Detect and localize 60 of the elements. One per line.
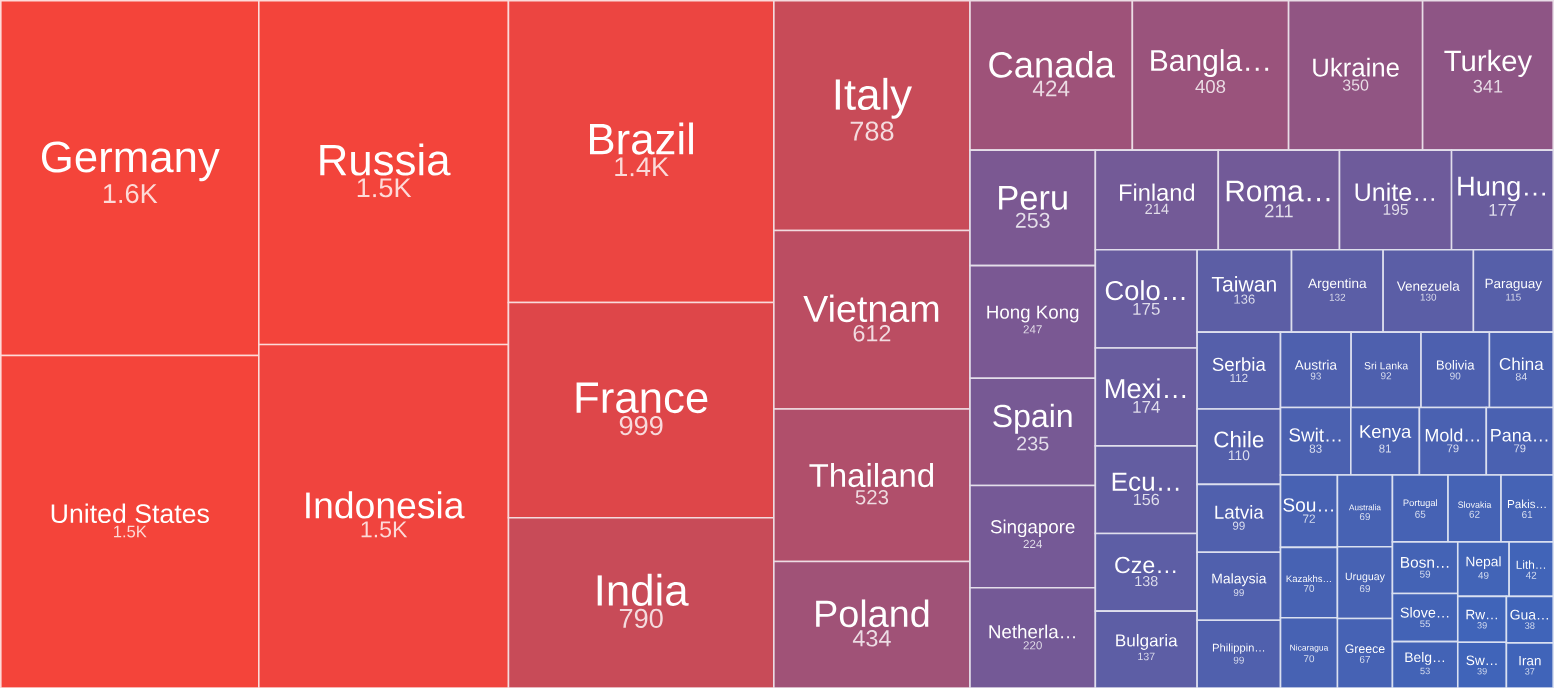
category-label: Colo… bbox=[1105, 279, 1185, 300]
data-label: 177 bbox=[1489, 203, 1516, 216]
category-label: Sou… bbox=[1283, 497, 1333, 512]
category-label: Serbia bbox=[1212, 356, 1266, 371]
category-label: Vietnam bbox=[803, 294, 939, 322]
category-label: Ukraine bbox=[1313, 57, 1399, 77]
category-label: United States bbox=[51, 503, 209, 523]
data-label: 253 bbox=[1015, 212, 1050, 228]
data-label: 434 bbox=[852, 629, 891, 647]
category-label: Latvia bbox=[1215, 504, 1264, 519]
data-label: 174 bbox=[1133, 400, 1160, 413]
data-label: 341 bbox=[1473, 79, 1503, 93]
category-label: Ecu… bbox=[1112, 472, 1179, 491]
category-label: Hong Kong bbox=[987, 305, 1079, 322]
data-label: 1.5K bbox=[114, 525, 147, 537]
category-label: Pana… bbox=[1491, 428, 1548, 442]
data-label: 999 bbox=[619, 415, 663, 435]
category-label: Swit… bbox=[1289, 427, 1341, 442]
data-label: 1.5K bbox=[361, 520, 408, 538]
data-label: 788 bbox=[850, 121, 894, 141]
data-label: 235 bbox=[1017, 436, 1049, 451]
category-label: Indonesia bbox=[306, 490, 465, 519]
category-label: Taiwan bbox=[1211, 275, 1276, 292]
category-label: Canada bbox=[989, 50, 1115, 78]
category-label: Poland bbox=[816, 598, 929, 627]
data-label: 1.5K bbox=[357, 177, 412, 197]
data-label: 175 bbox=[1133, 302, 1160, 315]
data-label: 1.6K bbox=[103, 183, 158, 203]
category-label: Finland bbox=[1120, 183, 1195, 201]
category-label: Mexi… bbox=[1105, 377, 1186, 398]
data-label: 612 bbox=[853, 324, 891, 342]
category-label: Roma… bbox=[1226, 180, 1330, 202]
category-label: Chile bbox=[1214, 430, 1264, 448]
category-label: Spain bbox=[993, 403, 1072, 434]
category-label: Germany bbox=[41, 141, 220, 181]
category-label: Peru bbox=[999, 185, 1067, 210]
data-label: 1.4K bbox=[615, 156, 669, 176]
category-label: Mold… bbox=[1425, 427, 1479, 442]
data-label: 424 bbox=[1032, 80, 1070, 96]
category-label: Cze… bbox=[1115, 556, 1176, 573]
category-label: Singapore bbox=[990, 519, 1075, 537]
category-label: France bbox=[576, 382, 708, 413]
category-label: Russia bbox=[320, 143, 451, 176]
category-label: China bbox=[1499, 357, 1544, 370]
data-label: 156 bbox=[1133, 493, 1160, 505]
category-label: India bbox=[597, 573, 689, 606]
category-label: Bangla… bbox=[1151, 48, 1269, 77]
data-label: 523 bbox=[855, 489, 889, 504]
category-label: Netherla… bbox=[989, 624, 1075, 638]
category-label: Kenya bbox=[1360, 424, 1412, 442]
data-label: 408 bbox=[1195, 79, 1226, 93]
category-label: Turkey bbox=[1444, 49, 1533, 77]
category-label: Unite… bbox=[1355, 182, 1434, 201]
category-label: Italy bbox=[835, 77, 913, 119]
category-label: Thailand bbox=[809, 462, 934, 487]
category-label: Hung… bbox=[1458, 176, 1545, 201]
data-label: 211 bbox=[1265, 203, 1293, 217]
category-label: Bulgaria bbox=[1116, 633, 1178, 650]
category-label: Brazil bbox=[589, 122, 693, 155]
data-label: 790 bbox=[619, 608, 663, 628]
